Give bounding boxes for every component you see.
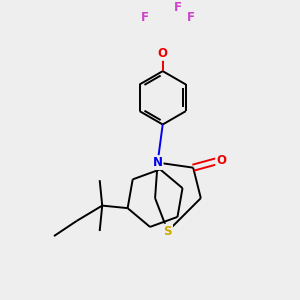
Text: S: S	[164, 225, 172, 238]
Text: F: F	[187, 11, 195, 24]
Text: N: N	[153, 156, 163, 169]
Text: F: F	[141, 11, 149, 24]
Text: O: O	[216, 154, 226, 166]
Text: O: O	[158, 47, 168, 60]
Text: F: F	[174, 1, 182, 14]
